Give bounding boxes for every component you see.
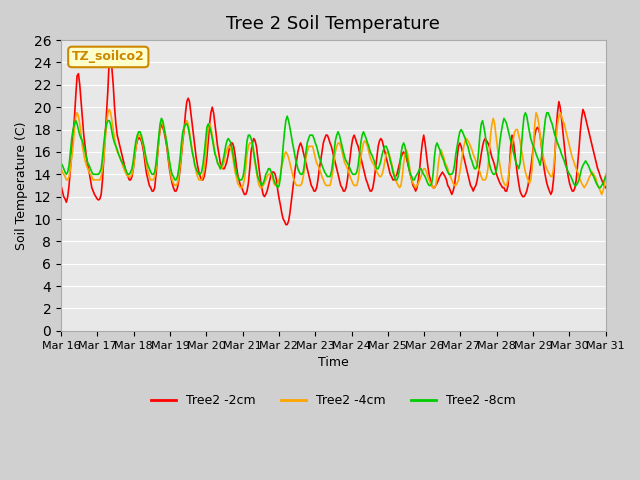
Tree2 -2cm — [362, 177, 370, 183]
Tree2 -8cm — [458, 127, 465, 132]
Tree2 -4cm — [548, 174, 556, 180]
Tree2 -2cm — [602, 185, 609, 191]
Tree2 -8cm — [441, 162, 449, 168]
Text: TZ_soilco2: TZ_soilco2 — [72, 50, 145, 63]
Tree2 -4cm — [361, 138, 369, 144]
Tree2 -2cm — [443, 177, 451, 183]
Tree2 -2cm — [459, 149, 467, 155]
Tree2 -2cm — [241, 192, 248, 197]
Tree2 -4cm — [598, 192, 605, 197]
Tree2 -4cm — [441, 160, 449, 166]
Tree2 -8cm — [274, 185, 282, 191]
Tree2 -2cm — [57, 182, 65, 188]
Tree2 -2cm — [550, 177, 557, 183]
Tree2 -2cm — [282, 222, 290, 228]
Tree2 -4cm — [106, 107, 113, 112]
Title: Tree 2 Soil Temperature: Tree 2 Soil Temperature — [227, 15, 440, 33]
Y-axis label: Soil Temperature (C): Soil Temperature (C) — [15, 121, 28, 250]
X-axis label: Time: Time — [318, 356, 349, 369]
Tree2 -8cm — [361, 132, 369, 138]
Tree2 -4cm — [458, 160, 465, 166]
Tree2 -4cm — [602, 171, 609, 177]
Tree2 -4cm — [57, 166, 65, 171]
Line: Tree2 -2cm: Tree2 -2cm — [61, 57, 605, 225]
Line: Tree2 -4cm: Tree2 -4cm — [61, 109, 605, 194]
Tree2 -4cm — [222, 151, 230, 157]
Tree2 -8cm — [550, 127, 557, 132]
Tree2 -8cm — [57, 160, 65, 166]
Legend: Tree2 -2cm, Tree2 -4cm, Tree2 -8cm: Tree2 -2cm, Tree2 -4cm, Tree2 -8cm — [147, 389, 520, 412]
Tree2 -8cm — [602, 174, 609, 180]
Tree2 -2cm — [107, 54, 115, 60]
Tree2 -4cm — [241, 177, 248, 183]
Line: Tree2 -8cm: Tree2 -8cm — [61, 113, 605, 188]
Tree2 -8cm — [522, 110, 529, 116]
Tree2 -8cm — [239, 174, 247, 180]
Tree2 -2cm — [222, 162, 230, 168]
Tree2 -8cm — [220, 151, 228, 157]
